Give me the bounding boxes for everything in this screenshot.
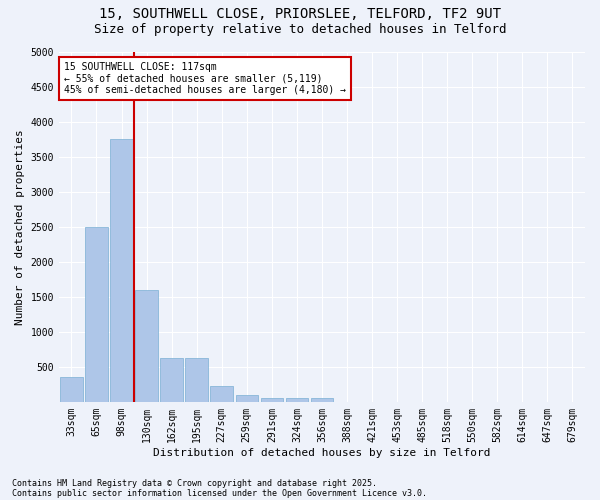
Y-axis label: Number of detached properties: Number of detached properties [15,129,25,324]
Bar [60,378,83,402]
Bar [160,358,183,402]
Bar [110,139,133,402]
Bar [185,358,208,402]
Bar [136,290,158,402]
Bar [85,226,108,402]
Text: Contains public sector information licensed under the Open Government Licence v3: Contains public sector information licen… [12,488,427,498]
Bar [211,386,233,402]
Bar [260,398,283,402]
Text: 15 SOUTHWELL CLOSE: 117sqm
← 55% of detached houses are smaller (5,119)
45% of s: 15 SOUTHWELL CLOSE: 117sqm ← 55% of deta… [64,62,346,95]
Text: Size of property relative to detached houses in Telford: Size of property relative to detached ho… [94,22,506,36]
Bar [286,398,308,402]
Bar [311,398,333,402]
X-axis label: Distribution of detached houses by size in Telford: Distribution of detached houses by size … [153,448,491,458]
Text: Contains HM Land Registry data © Crown copyright and database right 2025.: Contains HM Land Registry data © Crown c… [12,478,377,488]
Text: 15, SOUTHWELL CLOSE, PRIORSLEE, TELFORD, TF2 9UT: 15, SOUTHWELL CLOSE, PRIORSLEE, TELFORD,… [99,8,501,22]
Bar [236,395,258,402]
